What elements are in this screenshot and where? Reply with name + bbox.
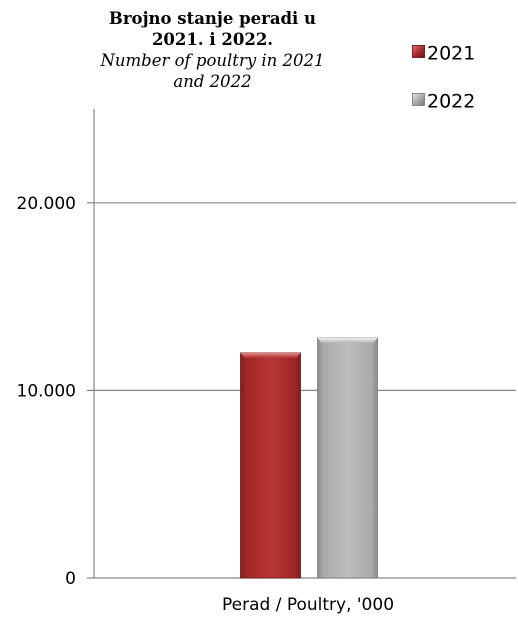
bar-2022 xyxy=(317,337,378,579)
bars xyxy=(240,337,378,579)
legend-label-2022: 2022 xyxy=(427,90,476,113)
legend-item-2021: 2021 xyxy=(412,42,475,65)
y-tick-label-2: 20.000 xyxy=(17,194,76,214)
y-tick-label-1: 10.000 xyxy=(17,381,76,401)
legend-label-2021: 2021 xyxy=(427,42,476,65)
legend-item-2022: 2022 xyxy=(412,90,475,113)
gridlines xyxy=(94,202,516,391)
chart-subtitle: Number of poultry in 2021 and 2022 xyxy=(100,51,325,91)
x-category-label: Perad / Poultry, '000 xyxy=(222,595,394,615)
chart-title-block: Brojno stanje peradi u 2021. i 2022. Num… xyxy=(90,8,335,92)
bar-top-bevel-2022 xyxy=(317,337,378,343)
tick-labels: 0 10.000 20.000 Perad / Poultry, '000 xyxy=(17,194,395,615)
legend-swatch-2022 xyxy=(412,93,425,106)
chart-title: Brojno stanje peradi u 2021. i 2022. xyxy=(108,9,317,49)
bar-top-bevel-2021 xyxy=(240,352,301,358)
legend-swatch-2021 xyxy=(412,45,425,58)
y-tick-label-0: 0 xyxy=(65,569,76,589)
bar-2021 xyxy=(240,352,301,579)
axes xyxy=(87,109,516,579)
